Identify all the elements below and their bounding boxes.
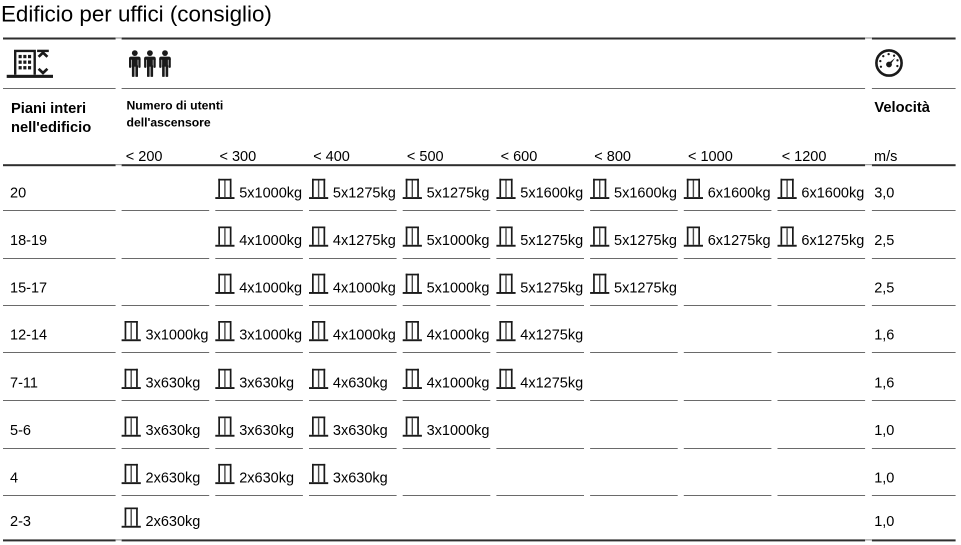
svg-text:2-3: 2-3	[10, 514, 31, 530]
svg-text:3x1000kg: 3x1000kg	[146, 328, 209, 344]
svg-text:2,5: 2,5	[874, 233, 894, 249]
svg-text:5x1275kg: 5x1275kg	[520, 280, 583, 296]
svg-text:4x1000kg: 4x1000kg	[333, 328, 396, 344]
svg-text:Edificio per uffici (consiglio: Edificio per uffici (consiglio)	[1, 1, 272, 26]
svg-text:4x1000kg: 4x1000kg	[427, 328, 490, 344]
svg-text:6x1275kg: 6x1275kg	[708, 233, 771, 249]
svg-text:5x1000kg: 5x1000kg	[239, 186, 302, 202]
svg-text:3x630kg: 3x630kg	[239, 423, 294, 439]
svg-text:4x1275kg: 4x1275kg	[520, 328, 583, 344]
svg-text:20: 20	[10, 186, 26, 202]
svg-text:2x630kg: 2x630kg	[146, 514, 201, 530]
svg-text:< 800: < 800	[594, 149, 631, 165]
svg-text:5-6: 5-6	[10, 423, 31, 439]
svg-text:3x630kg: 3x630kg	[333, 471, 388, 487]
svg-text:1,0: 1,0	[874, 423, 894, 439]
svg-text:3x630kg: 3x630kg	[146, 376, 201, 392]
svg-text:4x1275kg: 4x1275kg	[333, 233, 396, 249]
svg-text:2x630kg: 2x630kg	[239, 471, 294, 487]
svg-text:m/s: m/s	[874, 149, 897, 165]
svg-text:4x1275kg: 4x1275kg	[520, 376, 583, 392]
svg-text:1,6: 1,6	[874, 328, 894, 344]
svg-text:2x630kg: 2x630kg	[146, 471, 201, 487]
svg-text:5x1600kg: 5x1600kg	[520, 186, 583, 202]
svg-text:4x630kg: 4x630kg	[333, 376, 388, 392]
svg-text:3x630kg: 3x630kg	[239, 376, 294, 392]
svg-text:4: 4	[10, 471, 18, 487]
svg-text:6x1600kg: 6x1600kg	[708, 186, 771, 202]
svg-text:5x1000kg: 5x1000kg	[427, 233, 490, 249]
svg-text:6x1600kg: 6x1600kg	[801, 186, 864, 202]
svg-text:< 200: < 200	[126, 149, 163, 165]
svg-text:5x1000kg: 5x1000kg	[427, 280, 490, 296]
svg-text:18-19: 18-19	[10, 233, 47, 249]
svg-text:< 1000: < 1000	[688, 149, 733, 165]
svg-text:5x1600kg: 5x1600kg	[614, 186, 677, 202]
svg-text:4x1000kg: 4x1000kg	[239, 233, 302, 249]
svg-text:< 500: < 500	[407, 149, 444, 165]
svg-text:4x1000kg: 4x1000kg	[239, 280, 302, 296]
svg-text:2,5: 2,5	[874, 280, 894, 296]
svg-text:1,0: 1,0	[874, 471, 894, 487]
svg-text:3x630kg: 3x630kg	[146, 423, 201, 439]
svg-text:nell'edificio: nell'edificio	[11, 120, 91, 136]
svg-text:3x1000kg: 3x1000kg	[427, 423, 490, 439]
svg-text:Velocità: Velocità	[874, 100, 930, 116]
svg-text:3,0: 3,0	[874, 186, 894, 202]
svg-text:Piani interi: Piani interi	[11, 101, 86, 117]
svg-text:dell'ascensore: dell'ascensore	[127, 116, 211, 130]
svg-text:< 600: < 600	[501, 149, 538, 165]
svg-text:5x1275kg: 5x1275kg	[614, 233, 677, 249]
svg-text:< 1200: < 1200	[782, 149, 827, 165]
svg-text:1,6: 1,6	[874, 376, 894, 392]
svg-text:15-17: 15-17	[10, 280, 47, 296]
svg-text:4x1000kg: 4x1000kg	[427, 376, 490, 392]
svg-text:5x1275kg: 5x1275kg	[333, 186, 396, 202]
svg-text:12-14: 12-14	[10, 328, 47, 344]
svg-text:5x1275kg: 5x1275kg	[427, 186, 490, 202]
svg-text:3x630kg: 3x630kg	[333, 423, 388, 439]
svg-text:7-11: 7-11	[10, 376, 38, 392]
svg-text:4x1000kg: 4x1000kg	[333, 280, 396, 296]
svg-text:< 400: < 400	[313, 149, 350, 165]
svg-text:Numero di utenti: Numero di utenti	[127, 98, 224, 112]
svg-text:< 300: < 300	[220, 149, 257, 165]
svg-text:3x1000kg: 3x1000kg	[239, 328, 302, 344]
svg-text:6x1275kg: 6x1275kg	[801, 233, 864, 249]
svg-text:5x1275kg: 5x1275kg	[520, 233, 583, 249]
svg-text:5x1275kg: 5x1275kg	[614, 280, 677, 296]
svg-text:1,0: 1,0	[874, 514, 894, 530]
